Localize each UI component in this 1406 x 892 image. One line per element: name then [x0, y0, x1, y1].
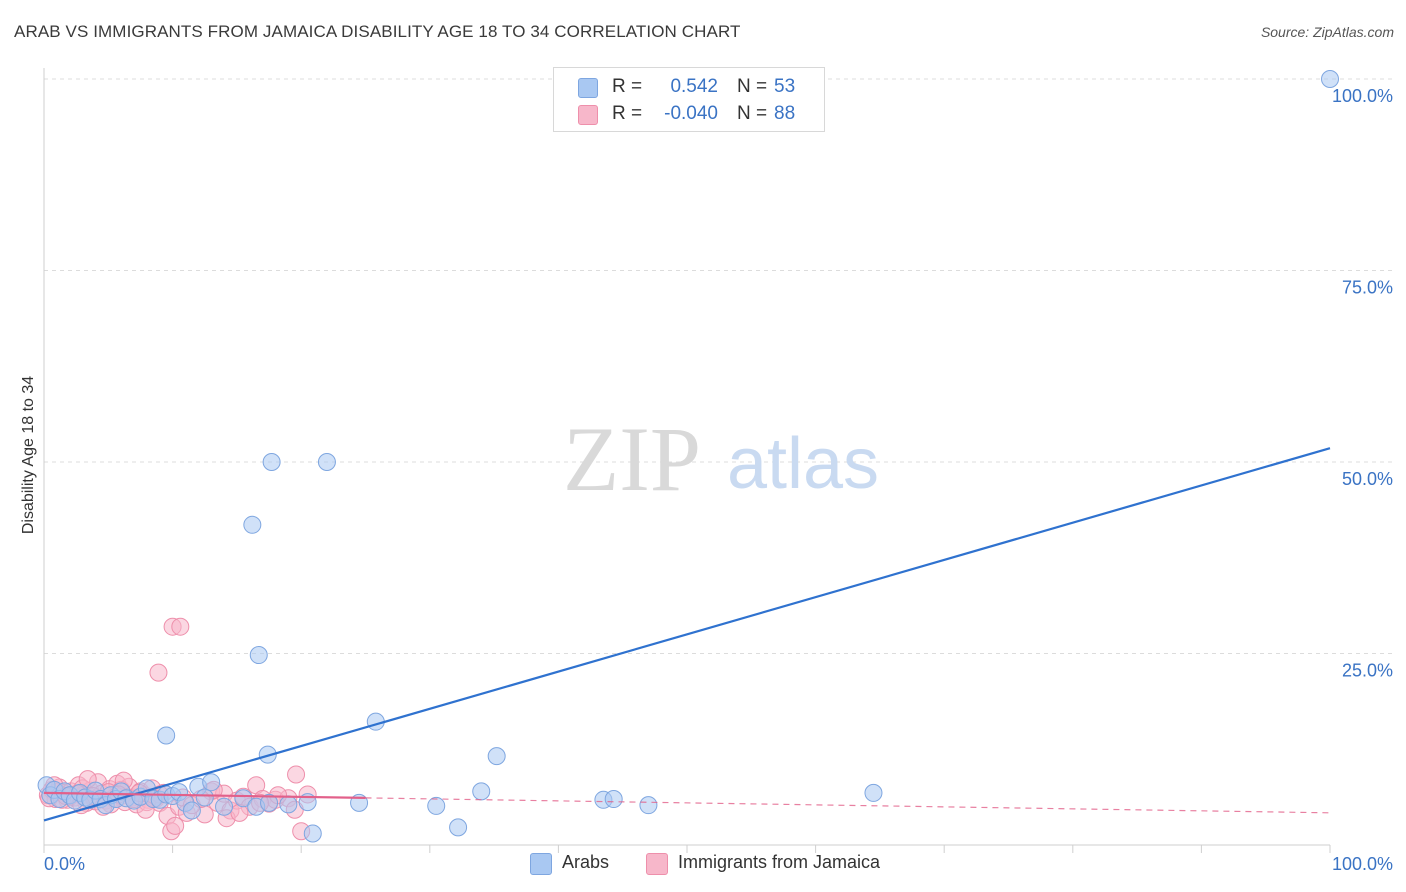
series-arabs-points [37, 70, 1339, 843]
jamaica-point [149, 663, 168, 682]
arab-point [1321, 70, 1339, 88]
legend-r-label: R = [612, 103, 643, 124]
grid-lines [44, 78, 1393, 654]
watermark-zip: ZIP [563, 408, 701, 510]
arab-point [249, 646, 268, 665]
source-label: Source: ZipAtlas.com [1260, 24, 1394, 40]
y-tick-label: 50.0% [1342, 469, 1393, 489]
legend-n-label: N = [737, 103, 768, 124]
bottom-legend-label-jamaica: Immigrants from Jamaica [678, 852, 881, 872]
legend-n-value: 88 [774, 103, 796, 124]
jamaica-point [287, 765, 306, 784]
tick-labels: 25.0% 50.0% 75.0% 100.0% 0.0% 100.0% [44, 86, 1393, 874]
legend-r-value: 0.542 [670, 76, 718, 97]
legend-n-value: 53 [774, 76, 796, 97]
watermark-atlas: atlas [727, 424, 879, 504]
legend-swatch-arabs [578, 78, 598, 98]
jamaica-trend-line [43, 791, 366, 799]
arab-point [157, 726, 176, 745]
chart-title: ARAB VS IMMIGRANTS FROM JAMAICA DISABILI… [14, 22, 741, 41]
arab-point [604, 790, 623, 809]
arab-point [262, 453, 281, 471]
arab-point [195, 788, 214, 807]
arab-point [260, 793, 279, 812]
arab-point [864, 783, 883, 802]
bottom-legend-swatch-jamaica [646, 853, 668, 875]
correlation-legend: R = 0.542 N = 53 R = -0.040 N = 88 [553, 67, 825, 132]
arab-point [202, 773, 221, 792]
legend-r-value: -0.040 [664, 103, 718, 124]
arab-point [303, 824, 322, 843]
jamaica-point [166, 816, 185, 835]
x-tick-label: 100.0% [1332, 854, 1393, 874]
trend-lines [43, 447, 1331, 822]
legend-swatch-jamaica [578, 105, 598, 125]
arabs-trend-line [43, 447, 1331, 822]
y-tick-label: 75.0% [1342, 278, 1393, 298]
y-tick-label: 25.0% [1342, 661, 1393, 681]
arab-point [472, 782, 491, 801]
arab-point [215, 797, 234, 816]
arab-point [427, 796, 446, 815]
arab-point [279, 795, 298, 814]
arab-point [234, 789, 253, 808]
arab-point [449, 818, 468, 837]
arab-point [317, 453, 336, 471]
y-tick-label: 100.0% [1332, 86, 1393, 106]
legend-r-label: R = [612, 76, 643, 97]
arab-point [182, 801, 201, 820]
arab-point [639, 796, 658, 815]
jamaica-trend-line-extension [365, 797, 1331, 814]
watermark: ZIP atlas [563, 408, 879, 510]
x-tick-label: 0.0% [44, 854, 85, 874]
axes [43, 68, 1331, 853]
arab-point [243, 515, 262, 534]
bottom-legend-label-arabs: Arabs [562, 852, 610, 872]
bottom-legend-swatch-arabs [530, 853, 552, 875]
legend-n-label: N = [737, 76, 768, 97]
arab-point [487, 747, 506, 766]
jamaica-point [171, 617, 190, 636]
